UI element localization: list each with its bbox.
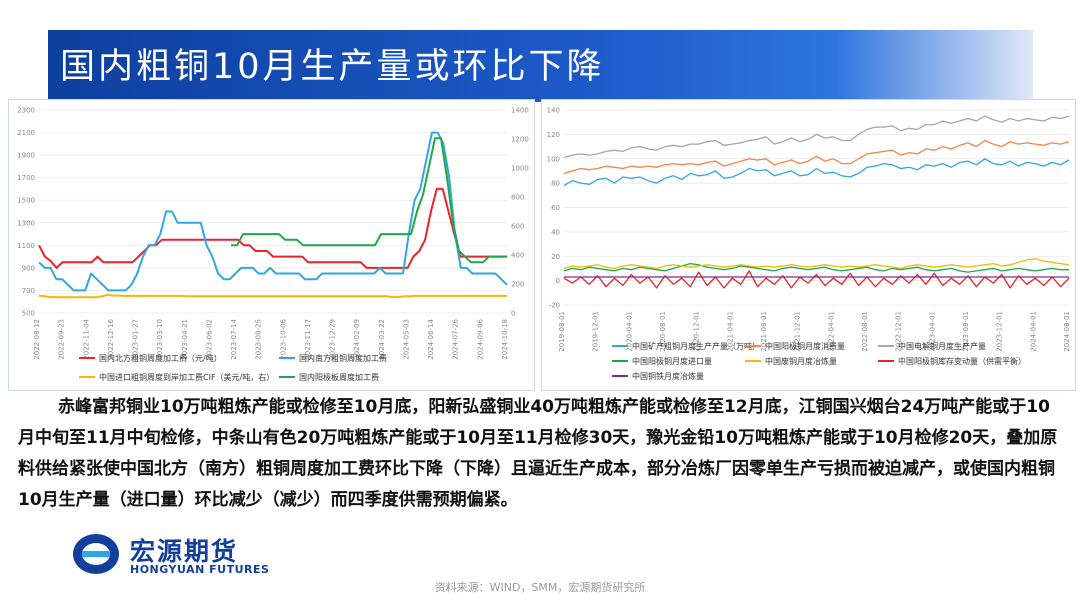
- x-tick-label: 2022-08-12: [33, 319, 41, 360]
- y-tick-label: 40: [551, 228, 560, 236]
- x-tick-label: 2024-10-18: [501, 319, 509, 360]
- company-logo: 宏源期货 HONGYUAN FUTURES: [72, 530, 322, 578]
- series-line-0: [38, 187, 507, 269]
- body-paragraph: 赤峰富邦铜业10万吨粗炼产能或检修至10月底，阳新弘盛铜业40万吨粗炼产能或检修…: [18, 397, 1058, 510]
- x-tick-label: 2023-04-21: [181, 319, 189, 360]
- logo-mark-icon: [73, 534, 119, 574]
- y-tick-label: 80: [551, 180, 560, 188]
- x-tick-label: 2022-09-23: [58, 319, 66, 360]
- x-tick-label: 2020-08-01: [659, 311, 667, 352]
- source-note: 资料来源：WIND，SMM，宏源期货研究所: [434, 581, 646, 594]
- legend-label: 中国废铜月度冶炼量: [765, 356, 837, 366]
- y2-tick-label: 800: [511, 194, 524, 202]
- y-tick-label: 140: [547, 107, 560, 115]
- series-line-3: [231, 137, 507, 264]
- x-tick-label: 2023-04-01: [928, 311, 936, 352]
- x-tick-label: 2019-08-01: [558, 311, 566, 352]
- legend-label: 中国进口粗铜周度到岸加工费CIF（美元/吨，右）: [99, 372, 274, 382]
- series-line-2: [38, 293, 507, 299]
- right-chart: -20 0 20 40 60 80 100 120 140 2019-08-01 2019-12-0…: [547, 107, 1071, 382]
- y2-tick-label: 1000: [511, 165, 529, 173]
- x-tick-label: 2022-11-04: [82, 318, 90, 359]
- x-tick-label: 2022-12-01: [895, 311, 903, 352]
- legend-label: 中国阳极铜月度进口量: [632, 356, 712, 366]
- x-tick-label: 2024-06-14: [427, 318, 435, 359]
- y-tick-label: 1700: [17, 174, 35, 182]
- x-tick-label: 2024-04-01: [1029, 311, 1037, 352]
- y-tick-label: 700: [22, 287, 35, 295]
- x-tick-label: 2022-12-16: [107, 318, 115, 359]
- series-line-1: [563, 139, 1070, 175]
- series-line-2: [563, 115, 1070, 159]
- y2-tick-label: 0: [511, 310, 515, 318]
- x-tick-label: 2021-04-01: [726, 311, 734, 352]
- logo-chinese-name: 宏源期货: [130, 537, 239, 566]
- series-line-5: [563, 270, 1070, 289]
- x-tick-label: 2021-08-01: [760, 311, 768, 352]
- title-band: [48, 30, 1033, 102]
- y-tick-label: 120: [547, 131, 560, 139]
- x-tick-label: 2023-03-10: [156, 319, 164, 360]
- y2-tick-label: 600: [511, 223, 524, 231]
- y-tick-label: 1500: [17, 197, 35, 205]
- x-tick-label: 2023-08-01: [962, 311, 970, 352]
- x-tick-label: 2023-12-01: [996, 311, 1004, 352]
- x-tick-label: 2024-08-01: [1063, 311, 1071, 352]
- x-tick-label: 2021-12-01: [794, 311, 802, 352]
- left-chart-panel: 500 700 900 1100 1300 1500 1700 1900 2100 2300 0 20…: [8, 99, 535, 391]
- series-line-1: [38, 131, 508, 292]
- y-tick-label: 0: [556, 277, 560, 285]
- legend-label: 国内北方粗铜周度加工费（元/吨）: [99, 353, 222, 363]
- y2-tick-label: 1200: [511, 136, 529, 144]
- series-line-0: [563, 158, 1070, 187]
- legend-label: 国内南方粗铜周度加工费: [299, 353, 387, 363]
- legend-label: 中国铜铁月度冶炼量: [632, 371, 704, 381]
- x-tick-label: 2022-04-01: [827, 311, 835, 352]
- x-tick-label: 2022-08-01: [861, 311, 869, 352]
- logo-english-name: HONGYUAN FUTURES: [130, 563, 270, 576]
- y-tick-label: 60: [551, 204, 560, 212]
- legend-label: 国内阳极板周度加工费: [299, 372, 379, 382]
- x-tick-label: 2024-09-06: [476, 318, 484, 359]
- x-tick-label: 2024-03-22: [378, 319, 386, 360]
- x-tick-label: 2024-05-03: [402, 319, 410, 360]
- y-tick-label: -20: [549, 302, 560, 310]
- legend-label: 中国阳极铜月度消费量: [765, 341, 845, 351]
- y-tick-label: 900: [22, 264, 35, 272]
- page-title: 国内粗铜10月生产量或环比下降: [60, 47, 605, 87]
- x-tick-label: 2020-04-01: [625, 311, 633, 352]
- y-tick-label: 20: [551, 253, 560, 261]
- y-tick-label: 1900: [17, 152, 35, 160]
- y2-tick-label: 1400: [511, 107, 529, 115]
- x-tick-label: 2024-07-26: [452, 318, 460, 359]
- x-tick-label: 2023-06-02: [205, 319, 213, 360]
- x-tick-label: 2023-11-17: [304, 319, 312, 360]
- x-tick-label: 2019-12-01: [592, 311, 600, 352]
- right-chart-panel: -20 0 20 40 60 80 100 120 140 2019-08-01 2019-12-0…: [541, 99, 1076, 391]
- y-tick-label: 500: [22, 310, 35, 318]
- y-tick-label: 2100: [17, 129, 35, 137]
- series-line-3: [563, 262, 1069, 273]
- y2-tick-label: 200: [511, 281, 524, 289]
- y-tick-label: 2300: [17, 107, 35, 115]
- legend-label: 中国矿产粗铜月度生产产量（万吨）: [632, 341, 760, 351]
- y-tick-label: 1300: [17, 219, 35, 227]
- x-tick-label: 2024-02-09: [353, 319, 361, 360]
- x-tick-label: 2023-07-14: [230, 318, 238, 359]
- x-tick-label: 2023-01-27: [132, 319, 140, 360]
- x-tick-label: 2023-08-25: [255, 319, 263, 360]
- x-tick-label: 2023-12-29: [329, 319, 337, 360]
- legend-label: 中国电解铜月度生产产量: [898, 341, 986, 351]
- left-chart: 5007009001100130015001700190021002300020…: [17, 107, 529, 383]
- legend-label: 中国阳极铜库存变动量（供需平衡）: [898, 356, 1026, 366]
- y-tick-label: 100: [547, 155, 560, 163]
- series-line-4: [563, 258, 1070, 270]
- x-tick-label: 2020-12-01: [693, 311, 701, 352]
- y-tick-label: 1100: [17, 242, 35, 250]
- y2-tick-label: 400: [511, 252, 524, 260]
- x-tick-label: 2023-10-06: [279, 318, 287, 359]
